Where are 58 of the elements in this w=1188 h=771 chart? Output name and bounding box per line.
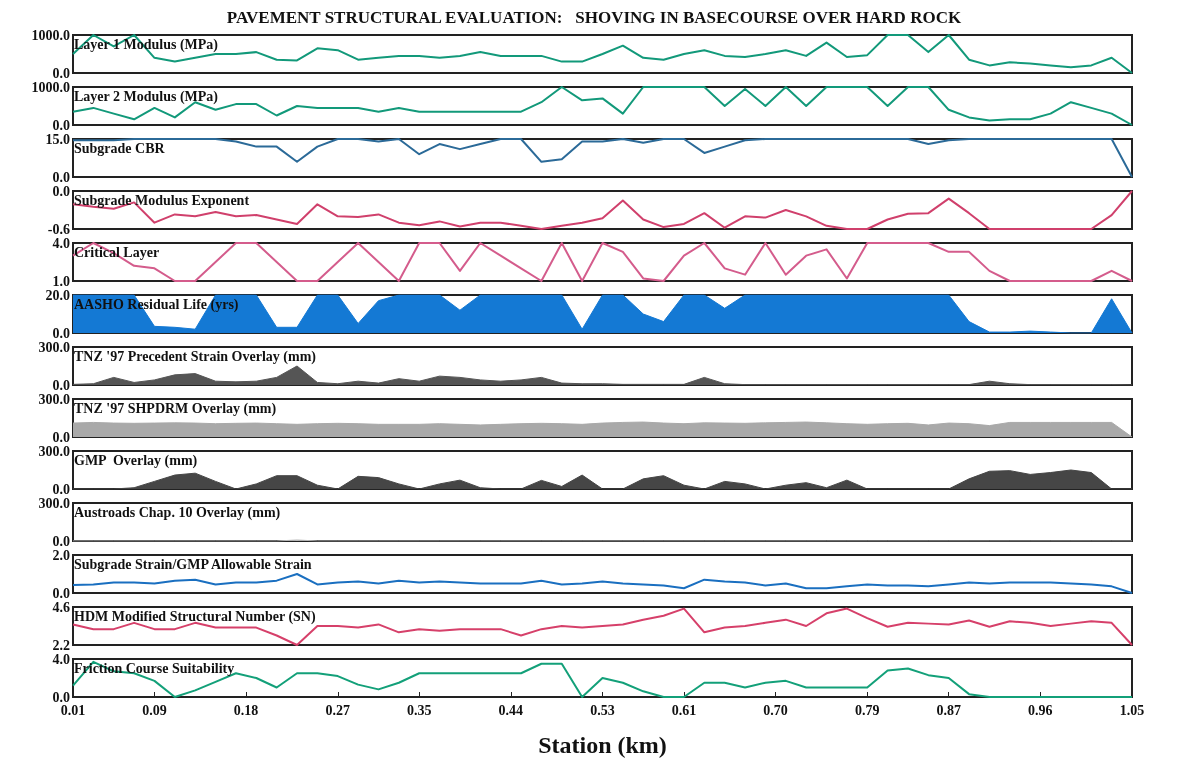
x-tick-label: 0.09 bbox=[142, 702, 167, 718]
line-series bbox=[72, 190, 1133, 230]
y-tick-label: 0.0 bbox=[52, 169, 70, 185]
y-tick-label: 1000.0 bbox=[31, 79, 70, 95]
y-tick-label: 0.0 bbox=[52, 325, 70, 341]
chart-title: Austroads Chap. 10 Overlay (mm) bbox=[74, 504, 281, 521]
x-tick-label: 0.44 bbox=[498, 702, 524, 718]
y-tick-label: 0.0 bbox=[52, 117, 70, 133]
y-tick-label: 0.0 bbox=[52, 585, 70, 601]
y-tick-label: 0.0 bbox=[52, 429, 70, 445]
y-tick-label: 300.0 bbox=[38, 443, 70, 459]
line-series bbox=[72, 86, 1133, 126]
x-tick-label: 0.27 bbox=[325, 702, 350, 718]
y-tick-label: 0.0 bbox=[52, 377, 70, 393]
chart-title: GMP Overlay (mm) bbox=[74, 452, 198, 469]
line-series bbox=[72, 573, 1133, 594]
y-tick-label: 1.0 bbox=[52, 273, 70, 289]
line-series bbox=[72, 242, 1133, 282]
y-tick-label: 300.0 bbox=[38, 495, 70, 511]
y-tick-label: -0.6 bbox=[47, 221, 70, 237]
x-tick-label: 0.96 bbox=[1028, 702, 1053, 718]
y-tick-label: 0.0 bbox=[52, 65, 70, 81]
y-tick-label: 2.0 bbox=[52, 547, 70, 563]
y-tick-label: 0.0 bbox=[52, 183, 70, 199]
line-series bbox=[72, 660, 1133, 698]
y-tick-label: 300.0 bbox=[38, 391, 70, 407]
text: PAVEMENT STRUCTURAL EVALUATION: SHOVING IN BASECOURSE OVER HARD ROCK bbox=[226, 8, 962, 27]
chart-title: TNZ '97 Precedent Strain Overlay (mm) bbox=[74, 348, 317, 365]
line-series bbox=[72, 34, 1133, 74]
line-series bbox=[72, 138, 1133, 178]
y-tick-label: 2.2 bbox=[52, 637, 70, 653]
y-tick-label: 0.0 bbox=[52, 689, 70, 705]
x-axis-title: Station (km) bbox=[538, 732, 667, 758]
chart-title: Layer 2 Modulus (MPa) bbox=[74, 88, 219, 105]
y-tick-label: 20.0 bbox=[45, 287, 70, 303]
x-tick-label: 0.79 bbox=[855, 702, 880, 718]
y-tick-label: 15.0 bbox=[45, 131, 70, 147]
chart-title: Subgrade Modulus Exponent bbox=[74, 192, 250, 208]
x-tick-label: 0.35 bbox=[406, 702, 432, 718]
x-tick-label: 0.87 bbox=[936, 702, 961, 718]
y-tick-label: 300.0 bbox=[38, 339, 70, 355]
y-tick-label: 4.0 bbox=[52, 651, 70, 667]
y-tick-label: 4.6 bbox=[52, 599, 70, 615]
y-tick-label: 1000.0 bbox=[31, 27, 70, 43]
y-tick-label: 0.0 bbox=[52, 533, 70, 549]
x-tick-label: 0.70 bbox=[763, 702, 788, 718]
chart-title: Subgrade CBR bbox=[74, 140, 166, 156]
chart-title: Subgrade Strain/GMP Allowable Strain bbox=[74, 556, 312, 572]
x-tick-label: 0.01 bbox=[60, 702, 86, 718]
chart-title: TNZ '97 SHPDRM Overlay (mm) bbox=[74, 400, 277, 417]
y-tick-label: 4.0 bbox=[52, 235, 70, 251]
x-tick-label: 0.61 bbox=[671, 702, 697, 718]
x-tick-label: 0.53 bbox=[590, 702, 615, 718]
y-tick-label: 0.0 bbox=[52, 481, 70, 497]
x-tick-label: 1.05 bbox=[1119, 702, 1145, 718]
line-series bbox=[72, 607, 1133, 646]
x-tick-label: 0.18 bbox=[233, 702, 259, 718]
chart-title: HDM Modified Structural Number (SN) bbox=[74, 608, 316, 625]
